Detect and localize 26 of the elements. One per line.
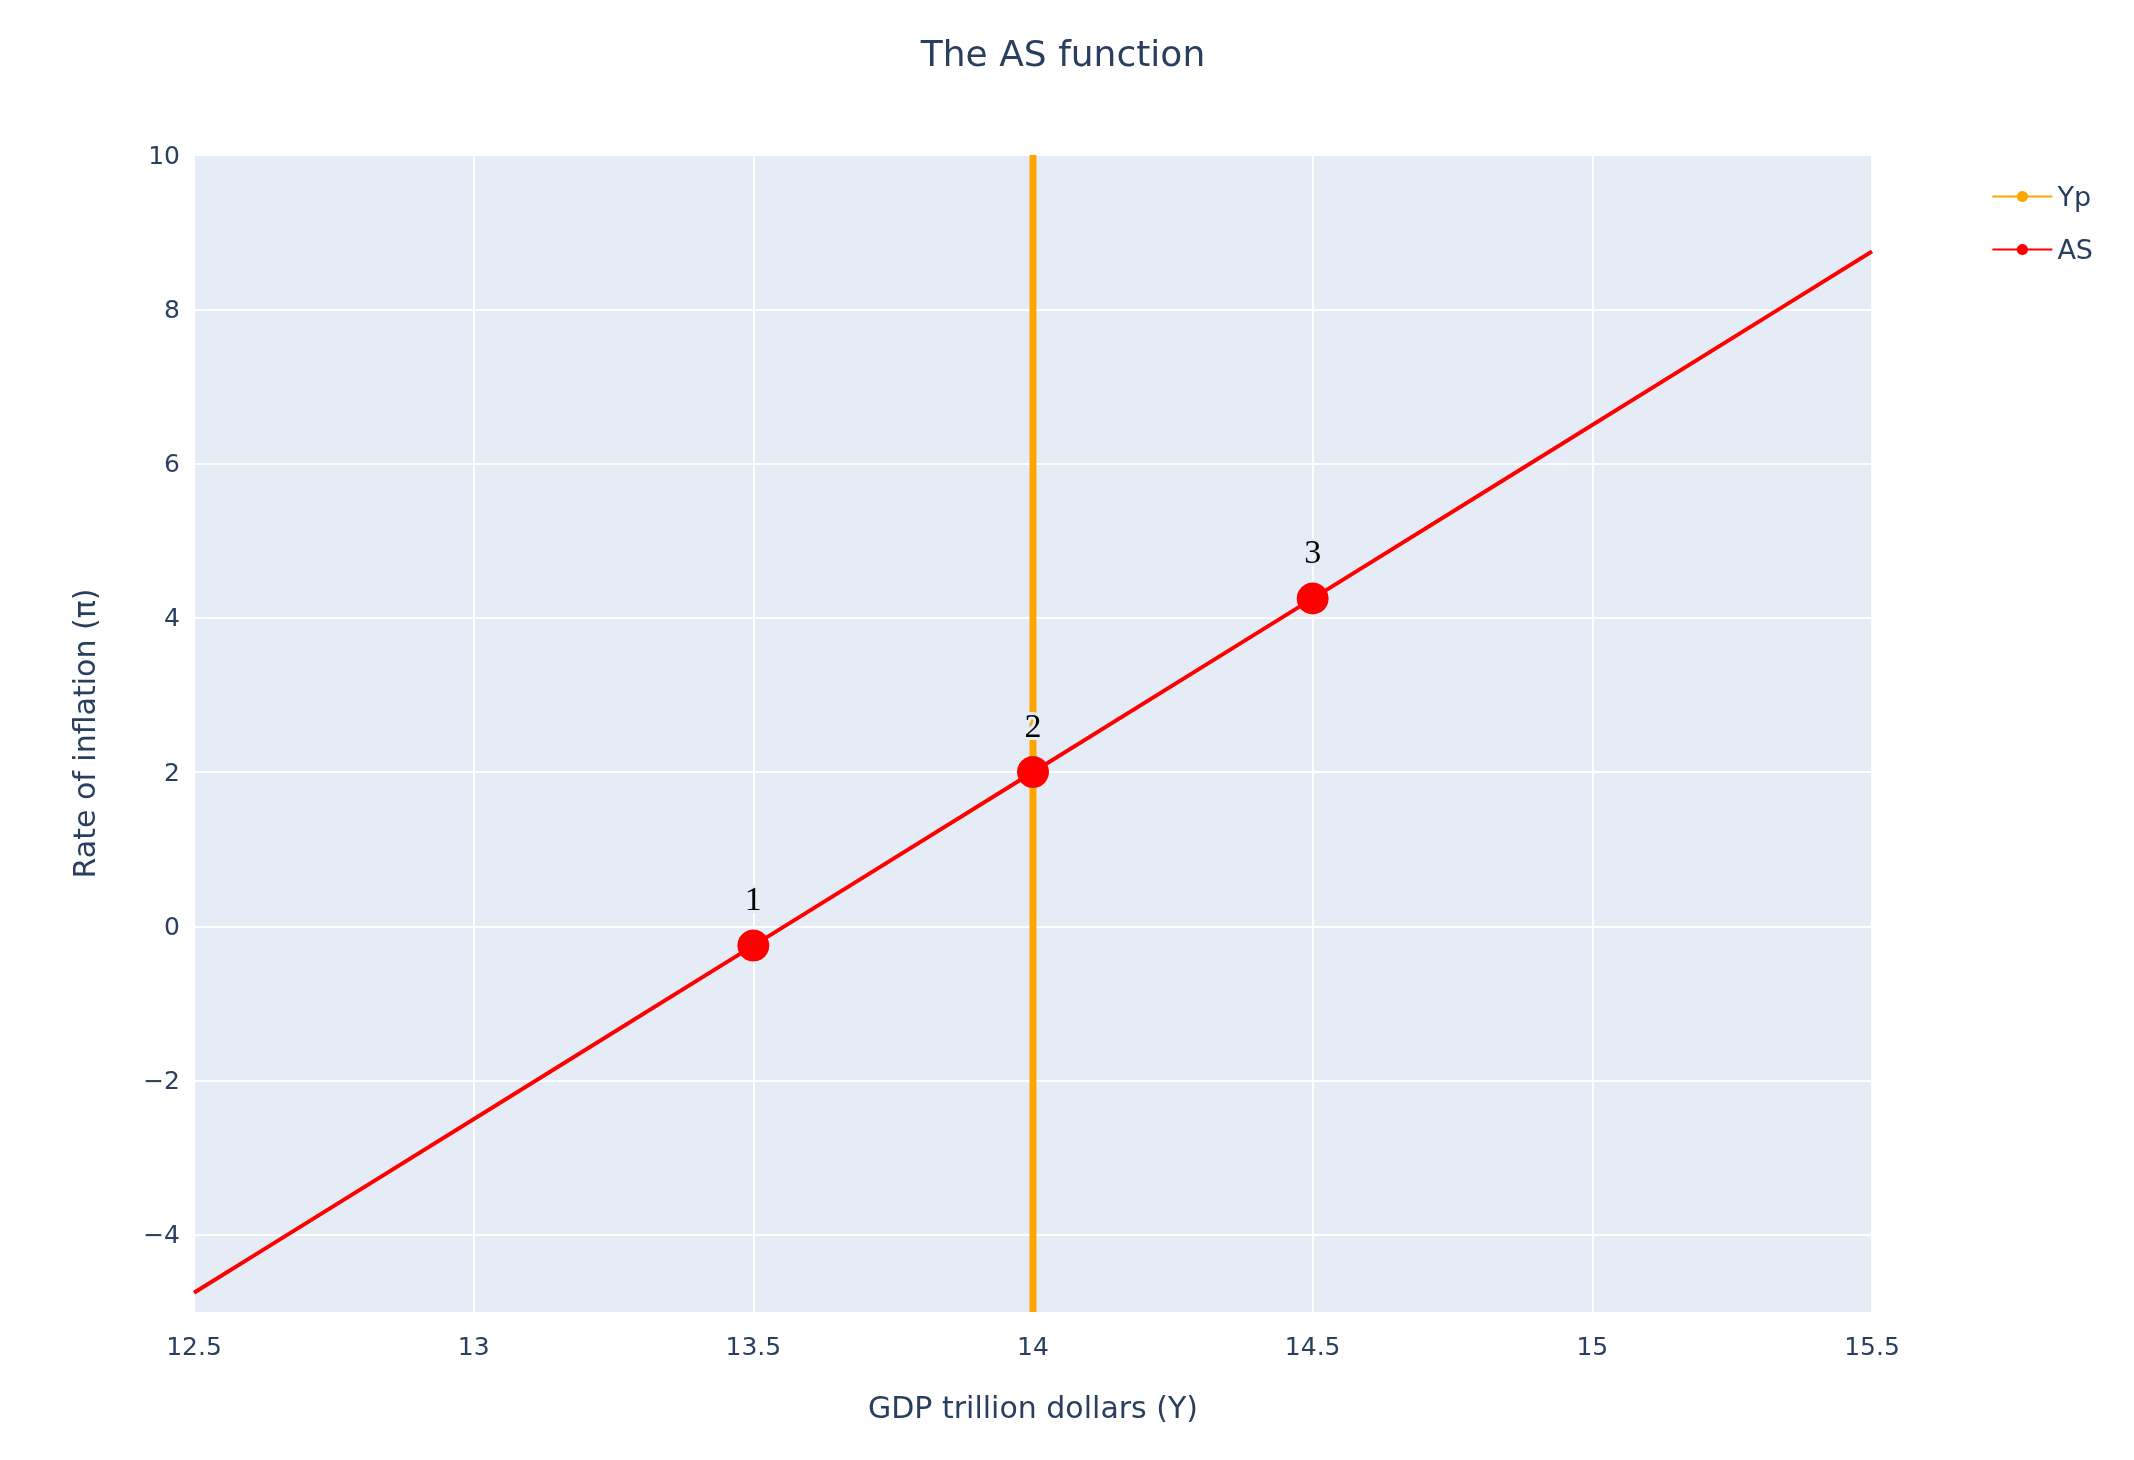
point: [1296, 582, 1329, 615]
y-tick-label: 4: [164, 603, 180, 633]
legend-label: AS: [2057, 234, 2093, 265]
x-tick-label: 12.5: [166, 1332, 222, 1361]
legend-label: Yp: [2056, 181, 2092, 212]
point: [737, 929, 770, 962]
y-tick-label: 2: [164, 757, 180, 787]
y-tick-label: −4: [143, 1220, 180, 1250]
annotation: 2: [1024, 706, 1042, 744]
y-tick-label: 6: [164, 449, 180, 479]
y-tick-label: 8: [164, 294, 180, 324]
point: [1017, 756, 1049, 789]
annotation: 3: [1304, 533, 1322, 571]
x-tick-label: 14.5: [1284, 1332, 1341, 1361]
x-axis-title: GDP trillion dollars (Y): [868, 1389, 1198, 1425]
x-tick-label: 15: [1576, 1332, 1609, 1361]
y-tick-label: 10: [148, 140, 180, 170]
chart-title: The AS function: [919, 32, 1206, 74]
x-tick-label: 14: [1017, 1332, 1049, 1361]
x-tick-label: 13: [457, 1332, 490, 1361]
y-tick-label: −2: [143, 1066, 180, 1096]
annotation: 1: [744, 880, 762, 918]
y-tick-label: 0: [164, 911, 180, 941]
x-tick-label: 15.5: [1844, 1332, 1900, 1361]
y-axis-title: Rate of inflation (π): [66, 588, 102, 879]
x-tick-label: 13.5: [725, 1332, 782, 1361]
